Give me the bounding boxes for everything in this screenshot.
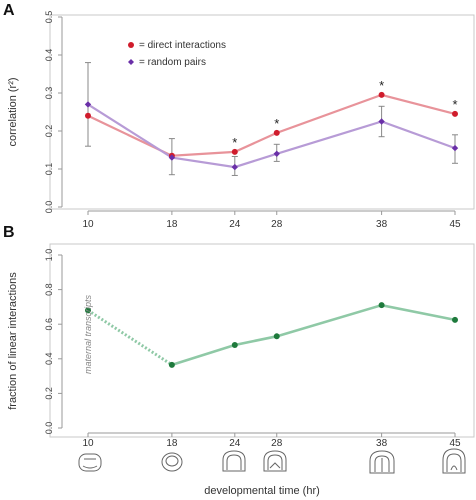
embryo-10h-icon <box>78 453 102 472</box>
random-pairs-point <box>168 154 176 161</box>
random-pairs-point <box>273 150 280 157</box>
panel-b-y-tick-label: 0.6 <box>44 318 54 331</box>
embryo-28h-icon <box>263 450 287 472</box>
panel-a-label: A <box>3 2 15 19</box>
direct-interactions-point <box>85 112 91 119</box>
panel-b-y-tick-label: 0.0 <box>44 422 54 435</box>
panel-a-ylabel: correlation (r²) <box>7 77 19 146</box>
panel-a-y-tick-label: 0.2 <box>44 125 54 138</box>
panel-b-x-tick-label: 38 <box>376 438 388 449</box>
direct-interactions-point <box>231 148 238 155</box>
linear-interactions-point <box>273 333 280 340</box>
legend-direct-marker <box>128 42 134 48</box>
direct-interactions-point <box>452 110 458 117</box>
panel-a-y-tick-label: 0.4 <box>44 49 54 62</box>
linear-interactions-point <box>452 316 458 323</box>
embryo-18h-icon <box>161 452 183 472</box>
panel-a-x-tick-label: 28 <box>271 219 283 230</box>
panel-b-y-tick-label: 1.0 <box>44 249 54 262</box>
panel-a-x-tick-label: 45 <box>449 219 461 230</box>
panel-b-x-tick-label: 18 <box>166 438 178 449</box>
legend-random-marker <box>128 59 134 65</box>
linear-interactions-point <box>85 307 91 314</box>
embryo-45h-icon <box>442 448 466 474</box>
random-pairs-line <box>87 103 456 169</box>
panel-a-x-tick-label: 38 <box>376 219 388 230</box>
panel-a-frame <box>49 14 475 210</box>
panel-a-y-tick-label: 0.0 <box>44 201 54 214</box>
panel-b-x-tick-label: 10 <box>82 438 94 449</box>
random-pairs-point <box>451 144 459 152</box>
significance-star: * <box>274 116 279 131</box>
x-axis-title: developmental time (hr) <box>204 485 320 497</box>
panel-b-ylabel: fraction of linear interactions <box>7 272 19 410</box>
panel-a-legend: = direct interactions = random pairs <box>128 40 226 68</box>
random-pairs-point <box>378 118 385 125</box>
panel-b-y-tick-label: 0.4 <box>44 353 54 366</box>
linear-interactions-point <box>168 361 175 368</box>
panel-a-y-tick-label: 0.3 <box>44 87 54 100</box>
direct-interactions-point <box>273 129 280 136</box>
panel-b-y-tick-label: 0.8 <box>44 283 54 296</box>
panel-b-x-tick-label: 28 <box>271 438 283 449</box>
legend-random-label: = random pairs <box>139 57 206 68</box>
significance-star: * <box>379 78 384 93</box>
panel-b-y-tick-label: 0.2 <box>44 387 54 400</box>
random-pairs-point <box>84 101 92 108</box>
panel-a-x-tick-label: 18 <box>166 219 178 230</box>
panel-b-x-tick-label: 24 <box>229 438 241 449</box>
panel-a-plot: 0.0 0.1 0.2 0.3 0.4 0.5 10 18 24 28 38 45 * * * * <box>44 11 461 230</box>
panel-a-x-tick-label: 24 <box>229 219 241 230</box>
panel-a-y-tick-label: 0.5 <box>44 11 54 24</box>
linear-interactions-line <box>171 303 456 367</box>
random-pairs-point <box>231 163 238 171</box>
significance-star: * <box>452 97 457 112</box>
panel-b-label: B <box>3 224 15 241</box>
panel-a-y-tick-label: 0.1 <box>44 163 54 176</box>
panel-b-plot: 0.0 0.2 0.4 0.6 0.8 1.0 10 18 24 28 38 45 <box>44 249 461 449</box>
linear-interactions-point <box>378 302 385 309</box>
significance-star: * <box>232 135 237 150</box>
panel-b-frame <box>49 243 475 438</box>
panel-a-x-tick-label: 10 <box>82 219 94 230</box>
maternal-transcripts-annotation: maternal transcripts <box>83 294 93 374</box>
maternal-segment-line <box>87 309 173 367</box>
embryo-24h-icon <box>222 450 246 472</box>
embryo-38h-icon <box>369 450 395 474</box>
panel-b-x-tick-label: 45 <box>449 438 461 449</box>
direct-interactions-line <box>87 93 456 157</box>
legend-direct-label: = direct interactions <box>139 40 226 51</box>
direct-interactions-point <box>378 91 385 98</box>
linear-interactions-point <box>231 341 238 348</box>
embryo-stage-icons <box>78 448 466 474</box>
